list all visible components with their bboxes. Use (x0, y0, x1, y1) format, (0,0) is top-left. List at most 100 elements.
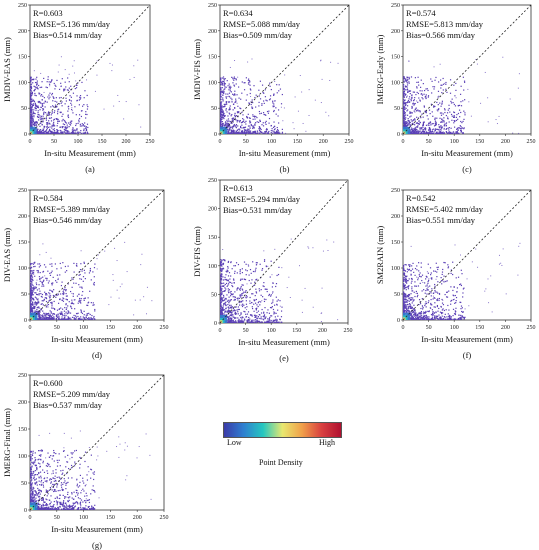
scatter-point (275, 318, 277, 320)
scatter-point (241, 284, 243, 286)
x-axis-label: In-situ Measurement (mm) (421, 148, 513, 158)
scatter-point (48, 94, 50, 96)
scatter-point (239, 107, 241, 109)
scatter-point (41, 105, 44, 107)
scatter-point (429, 130, 432, 133)
scatter-point (238, 288, 241, 290)
scatter-point (251, 293, 253, 295)
scatter-point (269, 82, 271, 84)
scatter-point (226, 96, 228, 98)
scatter-point (416, 128, 418, 131)
scatter-point (55, 97, 57, 99)
scatter-point (440, 84, 442, 86)
scatter-point (404, 93, 406, 95)
scatter-point (79, 301, 81, 303)
scatter-point (263, 311, 265, 313)
scatter-point (50, 106, 52, 108)
scatter-point (415, 130, 417, 132)
scatter-point (65, 298, 67, 300)
scatter-point (109, 62, 111, 64)
scatter-point (403, 96, 405, 98)
scatter-point (258, 128, 260, 130)
scatter-point (116, 260, 118, 262)
scatter-point (273, 121, 275, 123)
scatter-point (32, 82, 34, 84)
x-tick-label: 200 (501, 139, 510, 145)
scatter-point (126, 271, 128, 273)
scatter-point (47, 316, 49, 319)
scatter-point (133, 65, 135, 67)
scatter-point (54, 125, 56, 127)
x-tick-label: 100 (74, 139, 83, 145)
scatter-point (448, 107, 450, 110)
scatter-point (59, 274, 61, 276)
scatter-point (72, 92, 75, 94)
scatter-point (41, 285, 43, 287)
scatter-point (270, 295, 272, 297)
scatter-point (39, 311, 41, 313)
scatter-point (414, 129, 416, 131)
scatter-point (238, 111, 240, 114)
scatter-point (440, 87, 442, 89)
scatter-point (47, 78, 49, 81)
scatter-point (47, 270, 49, 272)
scatter-point (38, 92, 40, 94)
scatter-point (408, 101, 411, 103)
scatter-point (265, 321, 267, 323)
scatter-point (247, 318, 250, 321)
scatter-point (281, 128, 283, 130)
scatter-point (40, 292, 42, 295)
scatter-point (226, 119, 228, 121)
scatter-point (40, 106, 42, 108)
scatter-point (82, 280, 84, 282)
scatter-point (253, 284, 256, 286)
scatter-point (30, 80, 32, 82)
scatter-point (56, 118, 58, 120)
scatter-point (221, 77, 223, 79)
scatter-point (449, 132, 451, 134)
scatter-point (436, 128, 438, 130)
scatter-point (73, 262, 75, 265)
scatter-point (231, 101, 233, 103)
scatter-point (276, 131, 278, 133)
scatter-point (37, 110, 39, 112)
scatter-point (433, 131, 435, 133)
scatter-point (221, 87, 223, 89)
stat-text: Bias=0.531 mm/day (223, 205, 293, 215)
scatter-point (444, 123, 446, 125)
scatter-point (30, 266, 33, 268)
one-to-one-line (29, 4, 151, 135)
scatter-point (30, 295, 32, 297)
scatter-point (460, 85, 462, 87)
scatter-point (76, 263, 78, 265)
scatter-point (42, 280, 45, 282)
scatter-point (53, 128, 55, 130)
scatter-point (459, 93, 462, 95)
scatter-point (31, 273, 33, 275)
scatter-point (273, 319, 276, 322)
scatter-point (281, 321, 283, 323)
scatter-point (228, 112, 230, 114)
scatter-point (56, 101, 58, 103)
scatter-point (487, 121, 489, 123)
scatter-point (403, 88, 405, 91)
scatter-point (67, 317, 70, 319)
scatter-point (230, 313, 232, 315)
scatter-point (237, 119, 239, 122)
scatter-point (226, 300, 229, 302)
one-to-one-line (219, 4, 350, 135)
scatter-point (129, 78, 131, 80)
scatter-point (81, 286, 83, 288)
scatter-point (419, 282, 421, 284)
scatter-point (234, 317, 236, 319)
scatter-point (405, 80, 407, 82)
scatter-point (39, 129, 41, 131)
scatter-point (245, 120, 247, 122)
scatter-point (51, 112, 53, 114)
scatter-point (273, 94, 275, 96)
y-tick-label: 250 (208, 178, 217, 184)
scatter-points (30, 241, 153, 320)
scatter-point (495, 119, 497, 121)
scatter-point (265, 131, 267, 133)
scatter-point (231, 321, 233, 323)
